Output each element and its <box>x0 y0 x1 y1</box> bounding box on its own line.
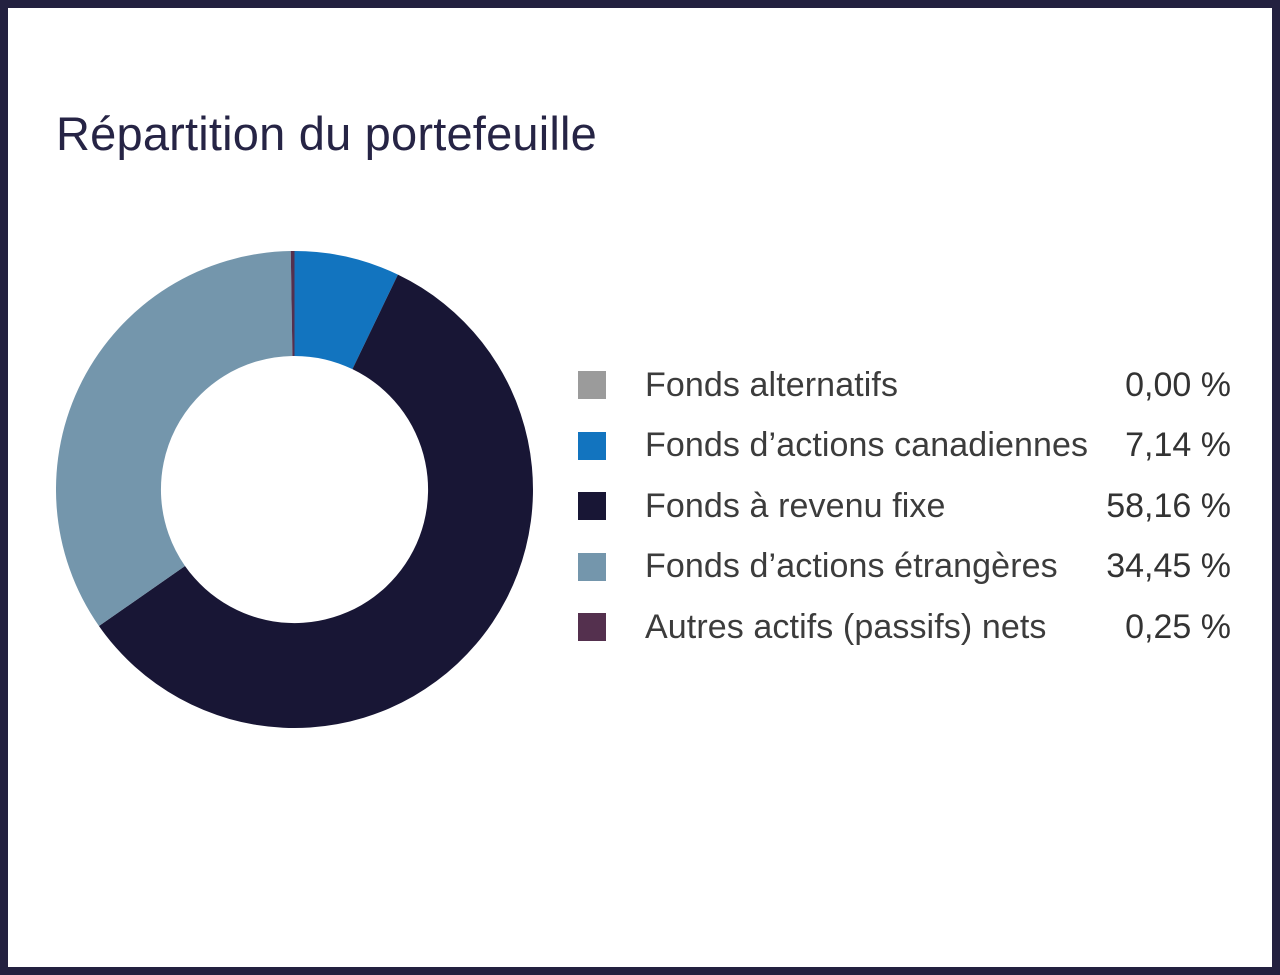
donut-slice-4 <box>290 251 295 356</box>
legend-swatch <box>578 431 606 460</box>
legend-item: Fonds alternatifs 0,00 % <box>578 355 1231 416</box>
donut-slice-1 <box>294 251 398 370</box>
donut-slice-3 <box>56 251 293 627</box>
legend-value: 34,45 % <box>1106 547 1231 586</box>
legend-value: 0,00 % <box>1125 365 1231 404</box>
legend-value: 58,16 % <box>1106 486 1231 525</box>
legend-item: Fonds d’actions canadiennes 7,14 % <box>578 416 1231 477</box>
legend-swatch <box>578 613 606 642</box>
legend-item: Autres actifs (passifs) nets 0,25 % <box>578 597 1231 658</box>
legend-label: Autres actifs (passifs) nets <box>645 607 1047 646</box>
donut-slice-2 <box>98 274 533 728</box>
legend-swatch <box>578 371 606 400</box>
legend-label: Fonds d’actions canadiennes <box>645 426 1089 465</box>
legend-swatch <box>578 552 606 581</box>
legend-label: Fonds alternatifs <box>645 365 899 404</box>
legend-item: Fonds d’actions étrangères 34,45 % <box>578 537 1231 598</box>
legend-value: 0,25 % <box>1125 607 1231 646</box>
legend-value: 7,14 % <box>1125 426 1231 465</box>
legend-swatch <box>578 492 606 521</box>
legend-label: Fonds à revenu fixe <box>645 486 946 525</box>
legend: Fonds alternatifs 0,00 % Fonds d’actions… <box>578 355 1231 658</box>
donut-chart <box>56 251 533 728</box>
legend-label: Fonds d’actions étrangères <box>645 547 1058 586</box>
donut-chart-container <box>56 251 533 728</box>
chart-title: Répartition du portefeuille <box>56 107 598 160</box>
legend-item: Fonds à revenu fixe 58,16 % <box>578 476 1231 537</box>
